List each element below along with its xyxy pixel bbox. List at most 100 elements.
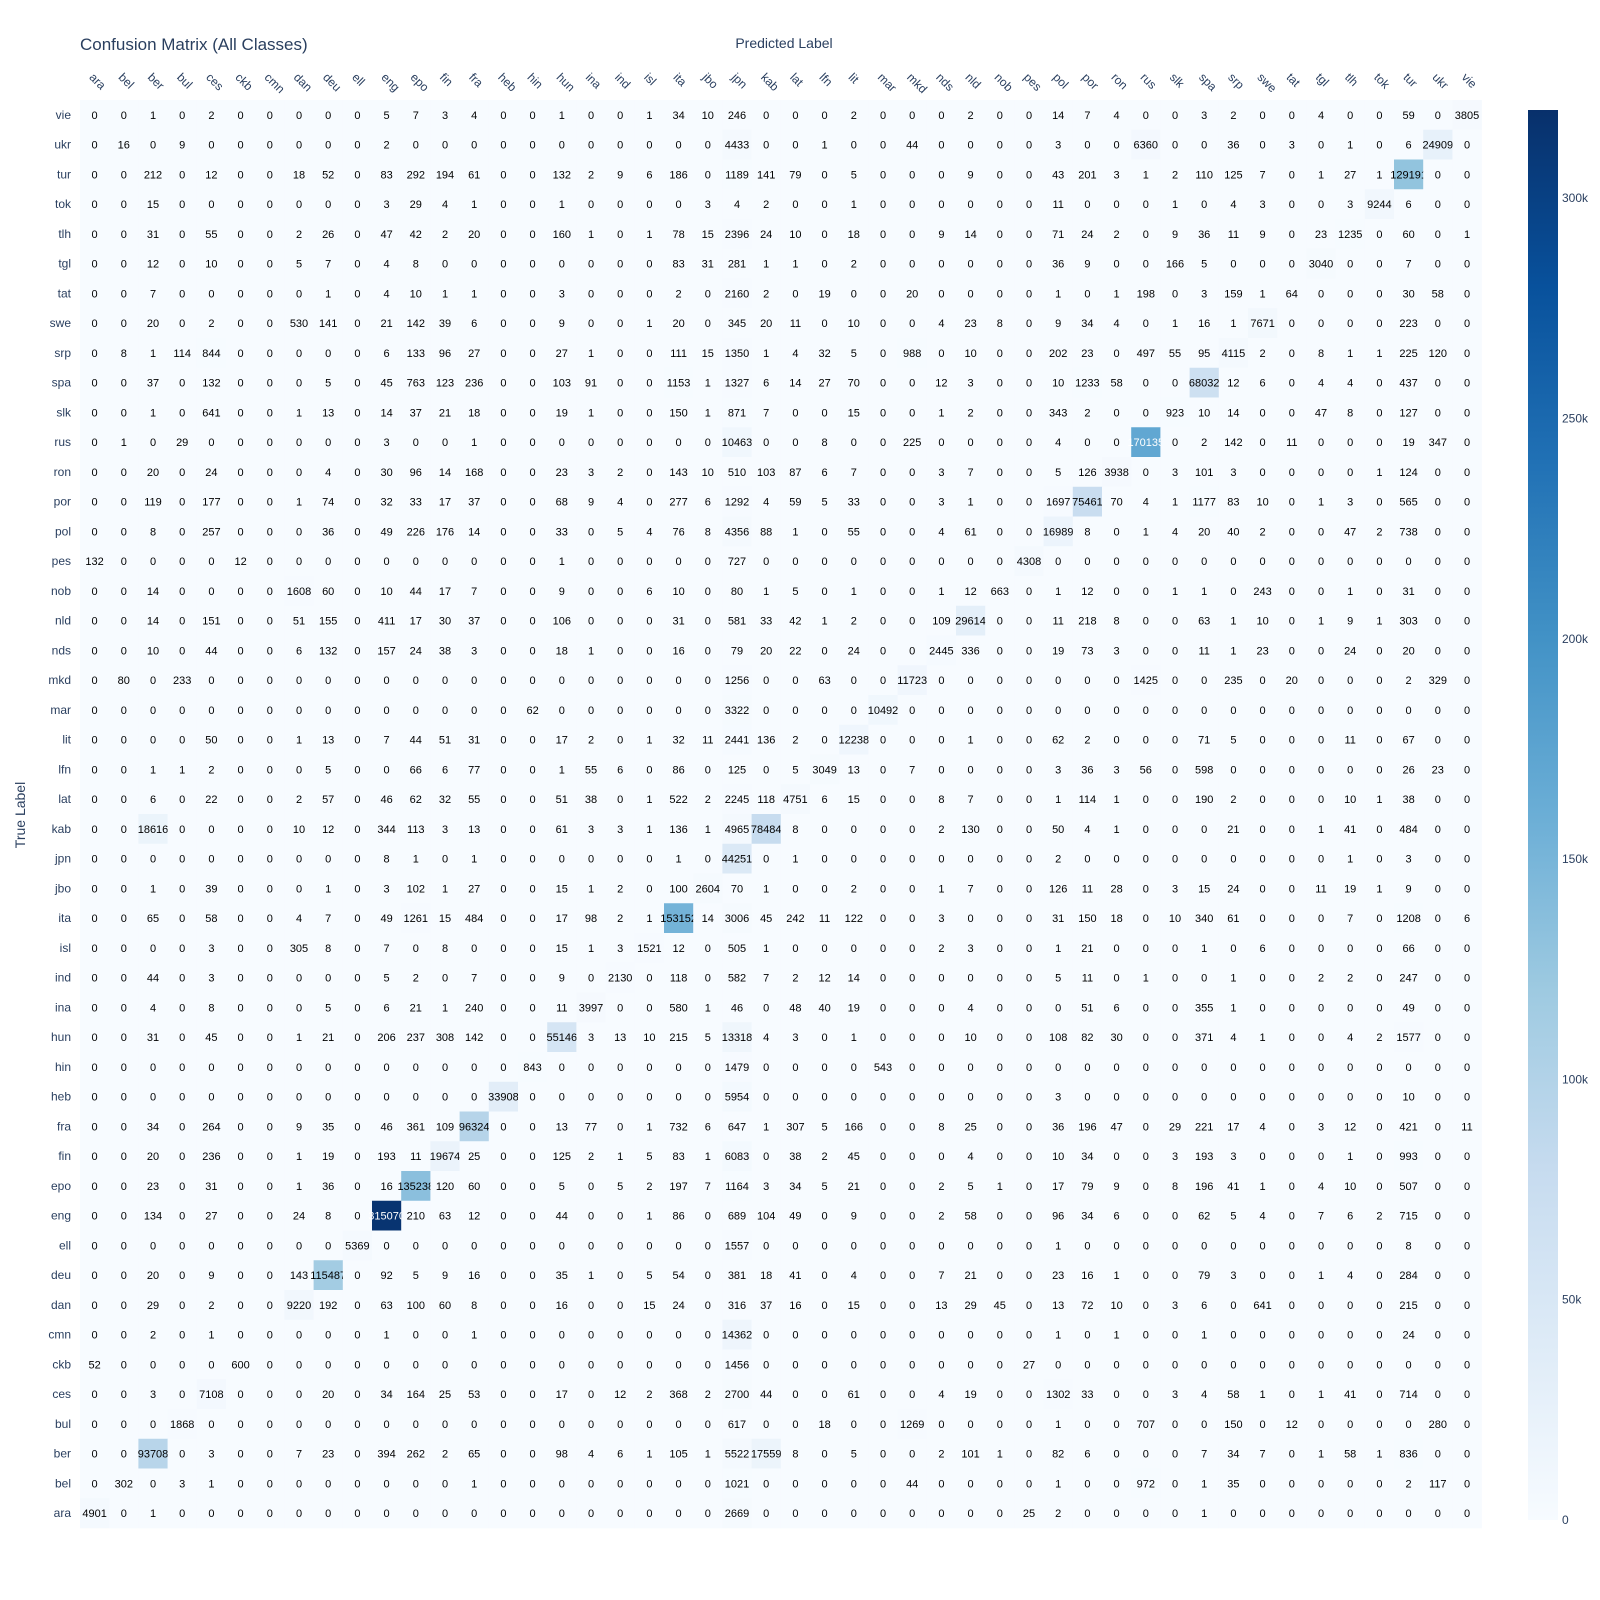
- heatmap-cell: [488, 159, 519, 190]
- x-tick-label: dan: [291, 70, 315, 94]
- cell-value-label: 4: [763, 497, 769, 509]
- cell-value-label: 0: [500, 467, 506, 479]
- cell-value-label: 0: [413, 140, 419, 152]
- cell-value-label: 0: [179, 1062, 185, 1074]
- cell-value-label: 0: [1289, 229, 1295, 241]
- heatmap-cell: [518, 427, 548, 458]
- cell-value-label: 0: [354, 140, 360, 152]
- heatmap-cell: [576, 338, 606, 369]
- cell-value-label: 153152: [660, 913, 697, 925]
- cell-value-label: 0: [208, 288, 214, 300]
- chart-title: Confusion Matrix (All Classes): [80, 35, 308, 54]
- heatmap-cell: [284, 338, 314, 369]
- cell-value-label: 0: [997, 616, 1003, 628]
- heatmap-cell: [956, 129, 986, 160]
- heatmap-cell: [1306, 338, 1336, 369]
- cell-value-label: 0: [559, 140, 565, 152]
- cell-value-label: 2: [1172, 169, 1178, 181]
- cell-value-label: 2: [851, 616, 857, 628]
- cell-value-label: 0: [997, 1062, 1003, 1074]
- heatmap-cell: [430, 308, 460, 339]
- cell-value-label: 13: [468, 824, 480, 836]
- cell-value-label: 0: [267, 1211, 273, 1223]
- heatmap-cell: [342, 427, 373, 458]
- cell-value-label: 1: [1114, 824, 1120, 836]
- heatmap-cell: [1248, 486, 1278, 517]
- cell-value-label: 72: [1081, 1300, 1093, 1312]
- cell-value-label: 0: [909, 556, 915, 568]
- cell-value-label: 0: [1026, 378, 1032, 390]
- cell-value-label: 6: [1084, 1449, 1090, 1461]
- cell-value-label: 0: [1376, 1478, 1382, 1490]
- cell-value-label: 20: [1198, 526, 1210, 538]
- cell-value-label: 0: [1289, 1449, 1295, 1461]
- cell-value-label: 0: [1376, 586, 1382, 598]
- heatmap-cell: [255, 397, 285, 428]
- y-tick-label: nob: [51, 584, 71, 598]
- heatmap-cell: [138, 397, 168, 428]
- heatmap-cell: [634, 427, 665, 458]
- heatmap-cell: [693, 457, 723, 488]
- cell-value-label: 0: [150, 735, 156, 747]
- cell-value-label: 1: [296, 497, 302, 509]
- cell-value-label: 0: [1172, 556, 1178, 568]
- heatmap-cell: [1335, 189, 1366, 220]
- heatmap-cell: [634, 189, 665, 220]
- cell-value-label: 0: [909, 199, 915, 211]
- cell-value-label: 0: [500, 1270, 506, 1282]
- cell-value-label: 0: [880, 348, 886, 360]
- cell-value-label: 80: [118, 675, 130, 687]
- cell-value-label: 0: [1026, 318, 1032, 330]
- cell-value-label: 6: [1406, 199, 1412, 211]
- cell-value-label: 27: [468, 348, 480, 360]
- cell-value-label: 0: [92, 140, 98, 152]
- heatmap-cell: [1277, 367, 1307, 398]
- heatmap-cell: [459, 129, 490, 160]
- cell-value-label: 0: [413, 1419, 419, 1431]
- heatmap-cell: [488, 338, 519, 369]
- cell-value-label: 0: [617, 675, 623, 687]
- heatmap-cell: [985, 546, 1015, 577]
- heatmap-cell: [167, 129, 198, 160]
- cell-value-label: 0: [238, 1240, 244, 1252]
- cell-value-label: 50: [1052, 824, 1064, 836]
- cell-value-label: 0: [1084, 854, 1090, 866]
- cell-value-label: 4: [1114, 318, 1120, 330]
- cell-value-label: 0: [1143, 1389, 1149, 1401]
- heatmap-cell: [430, 397, 460, 428]
- cell-value-label: 0: [325, 199, 331, 211]
- cell-value-label: 0: [909, 1449, 915, 1461]
- cell-value-label: 223: [1399, 318, 1417, 330]
- cell-value-label: 11: [1052, 199, 1063, 211]
- heatmap-cell: [1160, 427, 1190, 458]
- cell-value-label: 65: [147, 913, 159, 925]
- cell-value-label: 0: [851, 705, 857, 717]
- cell-value-label: 2245: [725, 794, 749, 806]
- cell-value-label: 0: [909, 824, 915, 836]
- cell-value-label: 0: [1289, 259, 1295, 271]
- heatmap-cell: [255, 189, 285, 220]
- cell-value-label: 0: [1084, 1092, 1090, 1104]
- cell-value-label: 0: [705, 437, 711, 449]
- heatmap-cell: [1131, 248, 1161, 279]
- cell-value-label: 0: [530, 1092, 536, 1104]
- cell-value-label: 0: [121, 556, 127, 568]
- cell-value-label: 0: [822, 199, 828, 211]
- cell-value-label: 120: [1429, 348, 1447, 360]
- cell-value-label: 35: [556, 1270, 568, 1282]
- cell-value-label: 1: [150, 1508, 156, 1520]
- cell-value-label: 9: [1055, 318, 1061, 330]
- cell-value-label: 0: [500, 913, 506, 925]
- heatmap-cell: [1218, 546, 1249, 577]
- cell-value-label: 55: [205, 229, 217, 241]
- cell-value-label: 0: [1318, 1419, 1324, 1431]
- cell-value-label: 0: [150, 1240, 156, 1252]
- cell-value-label: 44: [410, 735, 422, 747]
- heatmap-cell: [284, 427, 314, 458]
- cell-value-label: 0: [705, 1062, 711, 1074]
- cell-value-label: 1: [1055, 586, 1061, 598]
- cell-value-label: 4: [325, 467, 331, 479]
- cell-value-label: 12: [672, 943, 684, 955]
- heatmap-cell: [780, 189, 811, 220]
- heatmap-cell: [1248, 576, 1278, 607]
